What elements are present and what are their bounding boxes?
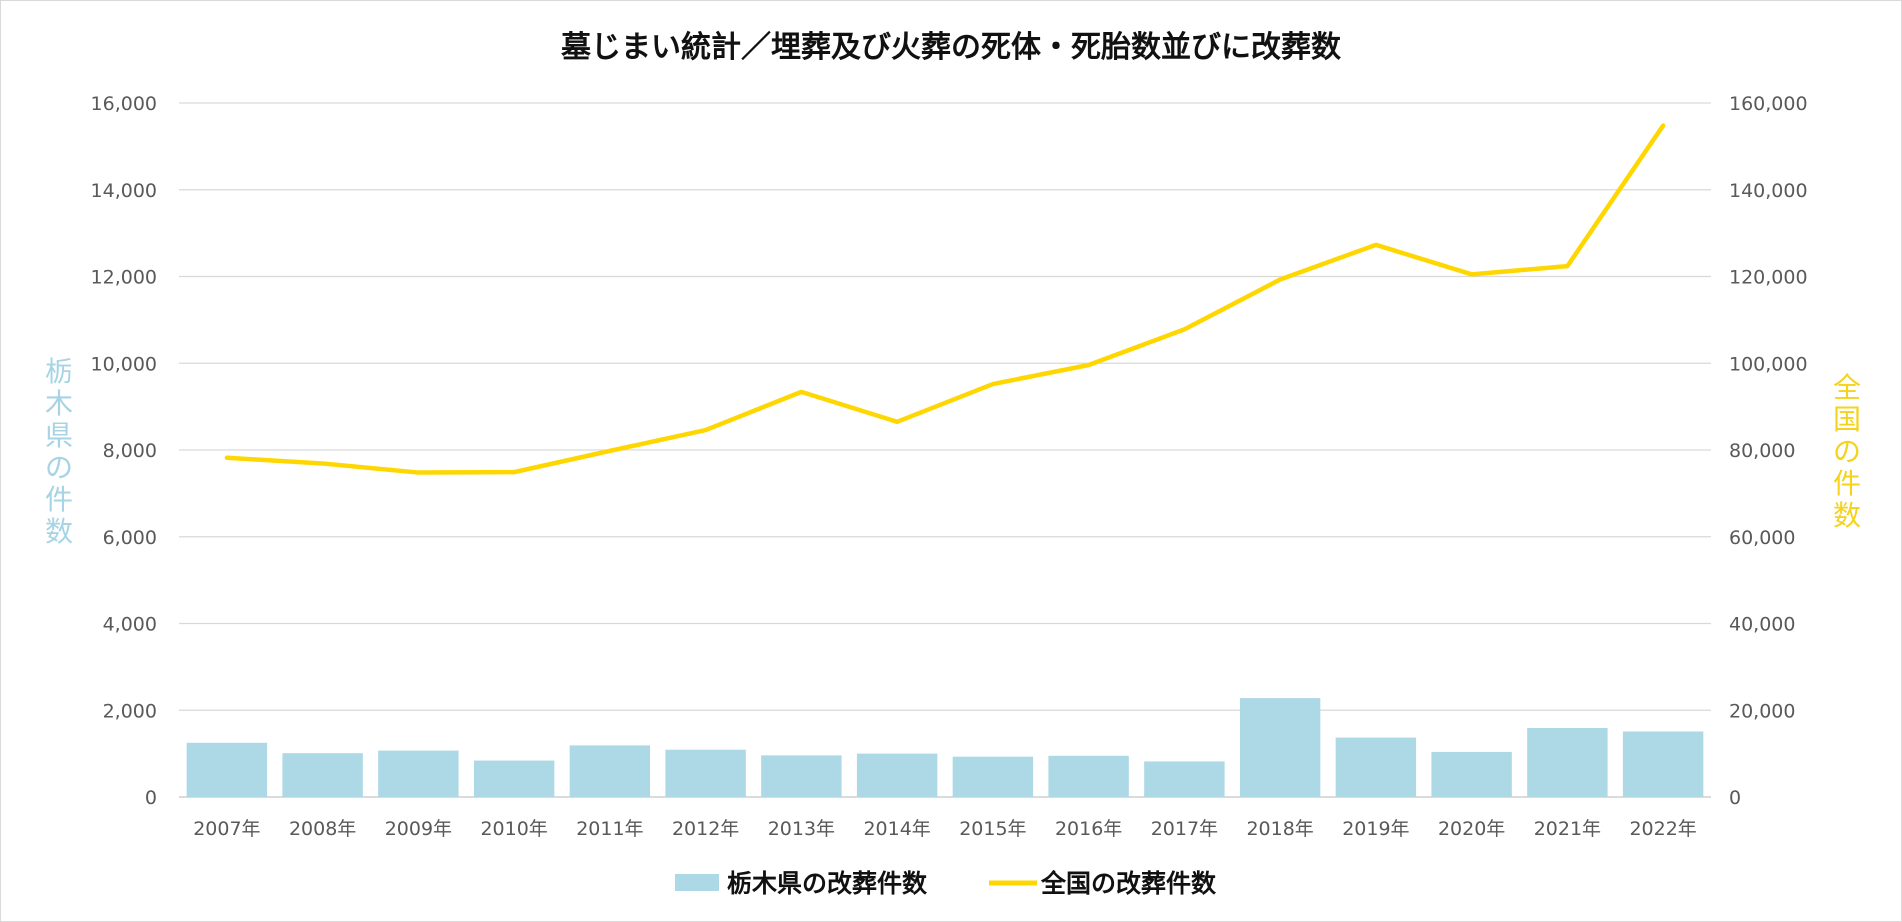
x-tick-label: 2009年 (385, 818, 452, 840)
bar-2009年 (378, 750, 459, 797)
right-tick-label: 140,000 (1729, 180, 1808, 202)
left-tick-label: 4,000 (103, 614, 157, 636)
x-tick-label: 2008年 (289, 818, 356, 840)
x-tick-label: 2019年 (1342, 818, 1409, 840)
x-tick-label: 2012年 (672, 818, 739, 840)
x-tick-label: 2018年 (1246, 818, 1313, 840)
left-tick-label: 10,000 (91, 353, 157, 375)
line-series-national (224, 123, 1666, 475)
right-tick-label: 100,000 (1729, 353, 1808, 375)
bar-2013年 (761, 755, 842, 797)
bar-2015年 (952, 756, 1034, 797)
x-tick-label: 2007年 (193, 818, 260, 840)
x-tick-label: 2015年 (959, 818, 1026, 840)
x-tick-label: 2017年 (1151, 818, 1218, 840)
x-tick-label: 2011年 (576, 818, 643, 840)
bar-2018年 (1239, 698, 1321, 797)
bar-2012年 (665, 749, 746, 797)
left-axis-label: 栃木県の件数 (45, 355, 73, 548)
left-axis-ticks: 0 2,000 4,000 6,000 8,000 10,000 12,000 14,000 1… (91, 93, 157, 809)
bar-2019年 (1335, 737, 1417, 797)
legend-label-bar: 栃木県の改葬件数 (727, 869, 928, 898)
right-tick-label: 160,000 (1729, 93, 1808, 115)
right-tick-label: 20,000 (1729, 700, 1795, 722)
bar-2017年 (1144, 761, 1225, 797)
left-tick-label: 14,000 (91, 180, 157, 202)
x-tick-label: 2010年 (480, 818, 547, 840)
left-tick-label: 8,000 (103, 440, 157, 462)
right-tick-label: 0 (1729, 787, 1741, 809)
national-line (224, 123, 1666, 475)
left-axis-title: 栃木県の件数 (45, 355, 73, 548)
left-tick-label: 16,000 (91, 93, 157, 115)
x-tick-label: 2021年 (1534, 818, 1601, 840)
bar-2021年 (1527, 728, 1608, 797)
gridlines (179, 102, 1711, 798)
bar-series-tochigi (186, 698, 1704, 797)
x-tick-label: 2014年 (863, 818, 930, 840)
bar-2020年 (1431, 751, 1512, 797)
bar-2010年 (473, 760, 555, 797)
bar-2016年 (1048, 755, 1129, 797)
bar-2008年 (282, 753, 363, 797)
bar-2011年 (569, 745, 651, 797)
bar-2007年 (186, 742, 268, 797)
left-tick-label: 2,000 (103, 700, 157, 722)
left-tick-label: 12,000 (91, 267, 157, 289)
right-tick-label: 40,000 (1729, 614, 1795, 636)
legend-swatch-bar (675, 874, 719, 891)
bar-2022年 (1622, 731, 1704, 797)
left-tick-label: 0 (145, 787, 157, 809)
legend-label-line: 全国の改葬件数 (1040, 869, 1217, 898)
left-tick-label: 6,000 (103, 527, 157, 549)
right-axis-label: 全国の件数 (1833, 371, 1861, 532)
right-axis-ticks: 0 20,000 40,000 60,000 80,000 100,000 120,000 1… (1729, 93, 1808, 809)
right-tick-label: 120,000 (1729, 267, 1808, 289)
x-tick-label: 2020年 (1438, 818, 1505, 840)
x-tick-label: 2016年 (1055, 818, 1122, 840)
right-axis-title: 全国の件数 (1833, 371, 1861, 532)
legend: 栃木県の改葬件数 全国の改葬件数 (675, 869, 1217, 898)
right-tick-label: 80,000 (1729, 440, 1795, 462)
x-axis-ticks: 2007年 2008年 2009年 2010年 2011年 2012年 2013年 2014年… (193, 818, 1697, 840)
x-tick-label: 2013年 (768, 818, 835, 840)
bar-2014年 (856, 753, 938, 797)
right-tick-label: 60,000 (1729, 527, 1795, 549)
x-tick-label: 2022年 (1629, 818, 1696, 840)
chart-title: 墓じまい統計／埋葬及び火葬の死体・死胎数並びに改葬数 (560, 30, 1342, 65)
